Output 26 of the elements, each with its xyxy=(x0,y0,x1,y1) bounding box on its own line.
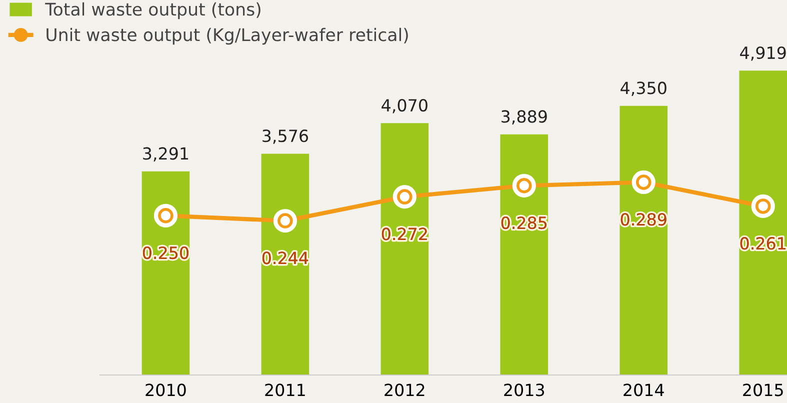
bar xyxy=(380,123,429,375)
x-tick-label: 2013 xyxy=(504,384,544,396)
x-tick-label: 2015 xyxy=(743,384,783,396)
data-label: 0.261 xyxy=(740,237,786,250)
data-label: 0.289 xyxy=(620,213,666,226)
x-tick-label: 2011 xyxy=(265,384,305,396)
data-label: 0.250 xyxy=(142,246,188,260)
data-label: 0.244 xyxy=(262,252,308,264)
legend-label: Unit waste output (Kg/Layer-wafer retical) xyxy=(46,28,408,45)
data-label: 4,919 xyxy=(740,46,786,61)
data-label: 4,350 xyxy=(620,82,666,96)
x-tick-label: 2010 xyxy=(146,384,186,396)
bar xyxy=(261,154,310,375)
data-label: 0.285 xyxy=(501,216,547,230)
data-label: 0.272 xyxy=(382,228,427,240)
data-label: 3,576 xyxy=(262,130,308,144)
bar xyxy=(142,171,190,375)
x-tick-label: 2012 xyxy=(384,384,424,396)
bar xyxy=(620,106,668,375)
bar xyxy=(500,134,548,375)
data-label: 3,889 xyxy=(502,110,547,124)
data-label: 4,070 xyxy=(382,98,428,114)
legend-label: Total waste output (tons) xyxy=(45,2,260,20)
bar xyxy=(739,70,787,375)
data-label: 3,291 xyxy=(143,147,188,162)
x-tick-label: 2014 xyxy=(624,384,664,396)
